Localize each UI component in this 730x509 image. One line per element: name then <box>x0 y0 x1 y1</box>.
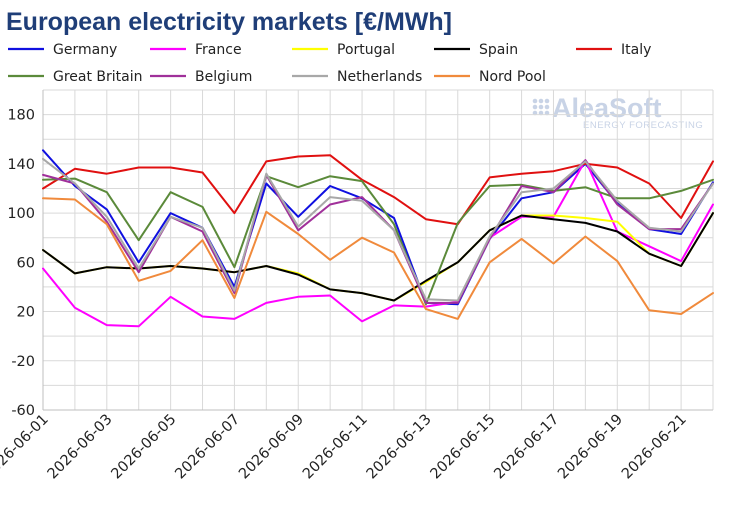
y-tick-label: -60 <box>11 403 35 419</box>
legend-label: Belgium <box>195 69 252 85</box>
series-line-france <box>42 159 714 328</box>
y-tick-label: 180 <box>7 108 35 124</box>
y-axis-ticks: -60 -20 20 60 100 140 180 <box>7 108 35 419</box>
legend-item-netherlands: Netherlands <box>292 69 422 85</box>
y-tick-label: 20 <box>17 305 35 321</box>
series-lines <box>42 149 714 328</box>
series-line-spain <box>42 212 714 302</box>
y-tick-label: -20 <box>11 354 35 370</box>
series-line-great-britain <box>42 175 714 306</box>
legend-item-great-britain: Great Britain <box>8 69 143 85</box>
y-tick-label: 100 <box>7 206 35 222</box>
aleasoft-logo: AleaSoft ENERGY FORECASTING <box>532 93 703 131</box>
legend-label: France <box>195 42 242 58</box>
legend: Germany France Portugal Spain Italy Great Bri… <box>8 42 651 85</box>
logo-name: AleaSoft <box>552 93 662 123</box>
legend-item-portugal: Portugal <box>292 42 395 58</box>
legend-label: Nord Pool <box>479 69 546 85</box>
legend-label: Great Britain <box>53 69 143 85</box>
legend-item-belgium: Belgium <box>150 69 252 85</box>
legend-item-germany: Germany <box>8 42 117 58</box>
y-tick-label: 60 <box>17 255 35 271</box>
legend-label: Portugal <box>337 42 395 58</box>
legend-item-nord-pool: Nord Pool <box>434 69 546 85</box>
legend-label: Italy <box>621 42 651 58</box>
logo-tagline: ENERGY FORECASTING <box>583 120 703 131</box>
chart-title: European electricity markets [€/MWh] <box>6 8 452 36</box>
legend-item-spain: Spain <box>434 42 518 58</box>
series-line-netherlands <box>42 157 714 302</box>
y-tick-label: 140 <box>7 157 35 173</box>
legend-label: Netherlands <box>337 69 422 85</box>
legend-item-italy: Italy <box>576 42 651 58</box>
legend-label: Germany <box>53 42 117 58</box>
series-line-nord-pool <box>42 197 714 320</box>
logo-dots-icon <box>532 98 550 116</box>
series-line-italy <box>42 154 714 226</box>
legend-item-france: France <box>150 42 242 58</box>
legend-label: Spain <box>479 42 518 58</box>
